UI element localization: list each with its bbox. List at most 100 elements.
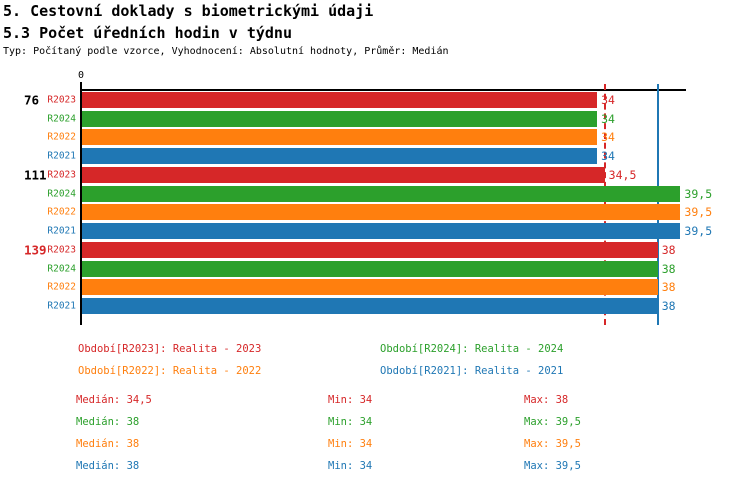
value-label: 39,5 bbox=[684, 186, 713, 201]
bar-zone: 34 bbox=[82, 129, 750, 145]
bar-zone: 38 bbox=[82, 279, 750, 295]
bar bbox=[82, 279, 658, 295]
stat-max: Max: 39,5 bbox=[524, 460, 581, 472]
group-label: 139 bbox=[24, 242, 47, 258]
bar-rows: 76 R2023 34 R2024 34 R2022 34 R2021 34 111 R2023 34… bbox=[0, 92, 750, 317]
stat-max: Max: 38 bbox=[524, 394, 569, 406]
series-label: R2024 bbox=[47, 263, 76, 274]
stat-row: Medián: 38 Min: 34 Max: 39,5 bbox=[0, 411, 750, 433]
series-label: R2022 bbox=[47, 131, 76, 143]
series-label: R2021 bbox=[47, 150, 76, 161]
row-gutter: R2021 bbox=[0, 223, 82, 239]
bar-row: R2022 39,5 bbox=[0, 204, 750, 220]
stat-max: Max: 39,5 bbox=[524, 438, 581, 450]
bar-row: 76 R2023 34 bbox=[0, 92, 750, 108]
legend-item: Období[R2024]: Realita - 2024 bbox=[380, 343, 564, 355]
bar bbox=[82, 260, 658, 277]
legend-item: Období[R2023]: Realita - 2023 bbox=[78, 343, 262, 355]
stat-min: Min: 34 bbox=[328, 460, 373, 472]
bar-zone: 34 bbox=[82, 147, 750, 164]
row-gutter: R2021 bbox=[0, 298, 82, 314]
series-label: R2023 bbox=[47, 94, 76, 106]
bar-row: R2021 34 bbox=[0, 147, 750, 164]
value-label: 34 bbox=[601, 148, 615, 163]
stat-median: Medián: 38 bbox=[76, 438, 140, 450]
stat-min: Min: 34 bbox=[328, 438, 373, 450]
series-label: R2023 bbox=[47, 169, 76, 181]
bar bbox=[82, 110, 598, 127]
group-label: 76 bbox=[24, 92, 40, 108]
bar-row: 139 R2023 38 bbox=[0, 242, 750, 258]
bar-zone: 39,5 bbox=[82, 204, 750, 220]
axis-origin-label: 0 bbox=[77, 70, 85, 81]
bar-row: R2021 39,5 bbox=[0, 222, 750, 239]
row-gutter: R2022 bbox=[0, 204, 82, 220]
axis-top-line bbox=[81, 89, 686, 91]
bar-chart: 0 76 R2023 34 R2024 34 R2022 34 R2021 34 111 R2023… bbox=[0, 70, 750, 332]
bar bbox=[82, 222, 681, 239]
row-gutter: R2024 bbox=[0, 261, 82, 277]
bar-group: 76 R2023 34 R2024 34 R2022 34 R2021 34 bbox=[0, 92, 750, 164]
value-label: 34 bbox=[601, 130, 615, 144]
bar-group: 111 R2023 34,5 R2024 39,5 R2022 39,5 R2021 39,5 bbox=[0, 167, 750, 239]
series-label: R2021 bbox=[47, 225, 76, 236]
axis-origin-tick bbox=[80, 82, 82, 89]
row-gutter: R2024 bbox=[0, 111, 82, 127]
bar-row: R2024 34 bbox=[0, 110, 750, 127]
stat-median: Medián: 38 bbox=[76, 460, 140, 472]
stat-row: Medián: 38 Min: 34 Max: 39,5 bbox=[0, 455, 750, 477]
legend-item: Období[R2021]: Realita - 2021 bbox=[380, 365, 564, 377]
bar-row: 111 R2023 34,5 bbox=[0, 167, 750, 183]
bar-zone: 38 bbox=[82, 297, 750, 314]
bar bbox=[82, 185, 681, 202]
value-label: 34 bbox=[601, 111, 615, 126]
bar bbox=[82, 129, 598, 145]
bar-row: R2022 38 bbox=[0, 279, 750, 295]
value-label: 39,5 bbox=[684, 223, 713, 238]
row-gutter: 111 R2023 bbox=[0, 167, 82, 183]
legend-item: Období[R2022]: Realita - 2022 bbox=[78, 365, 262, 377]
value-label: 34,5 bbox=[608, 168, 637, 182]
bar bbox=[82, 297, 658, 314]
bar-row: R2022 34 bbox=[0, 129, 750, 145]
bar-row: R2024 39,5 bbox=[0, 185, 750, 202]
bar bbox=[82, 167, 605, 183]
row-gutter: R2022 bbox=[0, 279, 82, 295]
bar-zone: 38 bbox=[82, 260, 750, 277]
bar-zone: 39,5 bbox=[82, 222, 750, 239]
bar-row: R2021 38 bbox=[0, 297, 750, 314]
value-label: 38 bbox=[661, 261, 676, 276]
chart-title: 5.3 Počet úředních hodin v týdnu bbox=[3, 24, 292, 42]
bar-zone: 39,5 bbox=[82, 185, 750, 202]
series-label: R2023 bbox=[47, 244, 76, 256]
series-label: R2024 bbox=[47, 113, 76, 124]
stat-min: Min: 34 bbox=[328, 416, 373, 428]
value-label: 38 bbox=[661, 298, 676, 313]
stat-min: Min: 34 bbox=[328, 394, 373, 406]
bar-zone: 34 bbox=[82, 92, 750, 108]
legend: Období[R2023]: Realita - 2023 Období[R202… bbox=[0, 338, 750, 382]
series-label: R2021 bbox=[47, 300, 76, 311]
bar bbox=[82, 147, 598, 164]
series-label: R2024 bbox=[47, 188, 76, 199]
series-label: R2022 bbox=[47, 206, 76, 218]
bar bbox=[82, 242, 658, 258]
stat-row: Medián: 34,5 Min: 34 Max: 38 bbox=[0, 389, 750, 411]
bar-zone: 34,5 bbox=[82, 167, 750, 183]
row-gutter: R2022 bbox=[0, 129, 82, 145]
chart-meta: Typ: Počítaný podle vzorce, Vyhodnocení:… bbox=[3, 46, 449, 57]
bar-group: 139 R2023 38 R2024 38 R2022 38 R2021 38 bbox=[0, 242, 750, 314]
bar-zone: 38 bbox=[82, 242, 750, 258]
value-label: 34 bbox=[601, 93, 615, 107]
bar-zone: 34 bbox=[82, 110, 750, 127]
series-label: R2022 bbox=[47, 281, 76, 293]
stats-table: Medián: 34,5 Min: 34 Max: 38 Medián: 38 Min:… bbox=[0, 389, 750, 477]
stat-max: Max: 39,5 bbox=[524, 416, 581, 428]
row-gutter: R2024 bbox=[0, 186, 82, 202]
value-label: 39,5 bbox=[684, 205, 713, 219]
group-label: 111 bbox=[24, 167, 47, 183]
value-label: 38 bbox=[661, 280, 676, 294]
stat-median: Medián: 38 bbox=[76, 416, 140, 428]
bar bbox=[82, 92, 598, 108]
stat-row: Medián: 38 Min: 34 Max: 39,5 bbox=[0, 433, 750, 455]
